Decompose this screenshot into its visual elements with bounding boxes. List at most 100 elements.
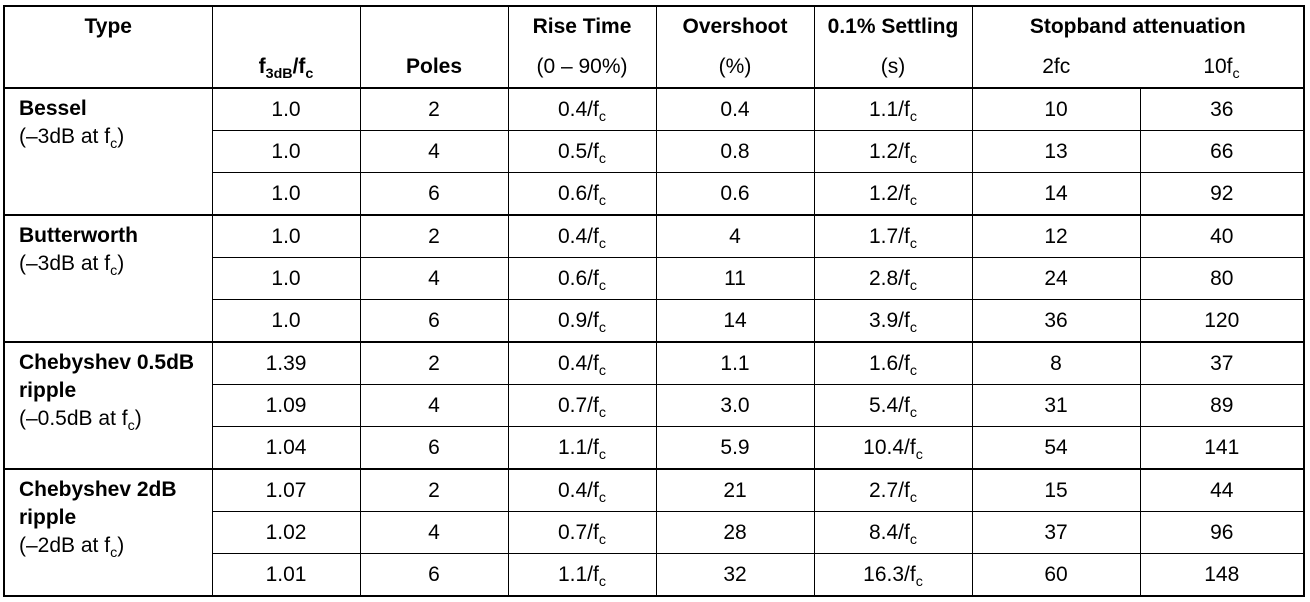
settling-cell: 1.2/fc [813, 130, 973, 173]
attenuation-10fc-cell: 89 [1139, 384, 1305, 427]
table-row: 1.02 4 0.7/fc 28 8.4/fc 37 96 [4, 511, 1305, 554]
poles-cell: 2 [359, 214, 509, 258]
filter-type-condition: (–0.5dB at fc) [19, 407, 142, 434]
header-rise-time: Rise Time [507, 5, 657, 47]
filter-type-name: Bessel [19, 97, 87, 120]
filter-comparison-table: Type Rise Time Overshoot 0.1% Settling S… [3, 5, 1305, 597]
attenuation-2fc-cell: 36 [971, 299, 1141, 343]
poles-cell: 2 [359, 87, 509, 131]
table-row: Chebyshev 2dB ripple (–2dB at fc) 1.07 2 0.4… [3, 468, 1305, 597]
f3db-cell: 1.01 [211, 553, 361, 597]
header-stop-10fc: 10fc [1140, 47, 1305, 89]
header-rise-time-unit: (0 – 90%) [507, 47, 657, 89]
filter-type-cell: Chebyshev 0.5dB ripple (–0.5dB at fc) [3, 341, 213, 470]
settling-cell: 1.6/fc [813, 341, 973, 385]
overshoot-cell: 21 [655, 468, 815, 512]
attenuation-10fc-cell: 120 [1139, 299, 1305, 343]
attenuation-10fc-cell: 148 [1139, 553, 1305, 597]
poles-cell: 2 [359, 341, 509, 385]
attenuation-2fc-cell: 60 [971, 553, 1141, 597]
f3db-cell: 1.0 [211, 299, 361, 343]
attenuation-10fc-cell: 36 [1139, 87, 1305, 131]
overshoot-cell: 3.0 [655, 384, 815, 427]
poles-cell: 6 [359, 299, 509, 343]
header-settling: 0.1% Settling [813, 5, 973, 47]
poles-cell: 4 [359, 130, 509, 173]
header-type-bottom [3, 47, 213, 89]
rise-time-cell: 0.4/fc [507, 468, 657, 512]
table-row: 1.0 4 0.5/fc 0.8 1.2/fc 13 66 [4, 130, 1305, 173]
overshoot-cell: 28 [655, 511, 815, 554]
header-settling-unit: (s) [813, 47, 973, 89]
rise-time-cell: 0.7/fc [507, 384, 657, 427]
f3db-cell: 1.09 [211, 384, 361, 427]
poles-cell: 4 [359, 384, 509, 427]
poles-cell: 6 [359, 553, 509, 597]
overshoot-cell: 1.1 [655, 341, 815, 385]
rise-time-cell: 0.5/fc [507, 130, 657, 173]
filter-type-name: Chebyshev 0.5dB ripple [19, 351, 195, 402]
settling-cell: 1.7/fc [813, 214, 973, 258]
rise-time-cell: 0.9/fc [507, 299, 657, 343]
rise-time-cell: 0.4/fc [507, 341, 657, 385]
attenuation-10fc-cell: 40 [1139, 214, 1305, 258]
attenuation-2fc-cell: 54 [971, 426, 1141, 470]
header-stopband: Stopband attenuation [971, 5, 1305, 47]
rise-time-cell: 1.1/fc [507, 426, 657, 470]
filter-type-cell: Chebyshev 2dB ripple (–2dB at fc) [3, 468, 213, 597]
f3db-cell: 1.0 [211, 87, 361, 131]
settling-cell: 3.9/fc [813, 299, 973, 343]
filter-type-cell: Butterworth (–3dB at fc) [3, 214, 213, 343]
f3db-cell: 1.0 [211, 172, 361, 216]
poles-cell: 6 [359, 172, 509, 216]
overshoot-cell: 5.9 [655, 426, 815, 470]
header-f3db: f3dB/fc [211, 47, 361, 89]
attenuation-2fc-cell: 24 [971, 257, 1141, 300]
f3db-cell: 1.0 [211, 257, 361, 300]
f3db-cell: 1.0 [211, 214, 361, 258]
settling-cell: 1.1/fc [813, 87, 973, 131]
settling-cell: 2.7/fc [813, 468, 973, 512]
poles-cell: 4 [359, 511, 509, 554]
filter-type-condition: (–3dB at fc) [19, 125, 125, 152]
rise-time-cell: 1.1/fc [507, 553, 657, 597]
attenuation-10fc-cell: 141 [1139, 426, 1305, 470]
header-stop-2fc: 2fc [971, 47, 1140, 89]
rise-time-cell: 0.4/fc [507, 87, 657, 131]
attenuation-2fc-cell: 31 [971, 384, 1141, 427]
filter-type-name: Chebyshev 2dB ripple [19, 478, 177, 529]
table-row: Chebyshev 0.5dB ripple (–0.5dB at fc) 1.39… [3, 341, 1305, 470]
settling-cell: 5.4/fc [813, 384, 973, 427]
attenuation-10fc-cell: 80 [1139, 257, 1305, 300]
table-row: 1.0 6 0.9/fc 14 3.9/fc 36 120 [4, 299, 1305, 343]
overshoot-cell: 0.6 [655, 172, 815, 216]
f3db-cell: 1.0 [211, 130, 361, 173]
header-poles: Poles [359, 47, 509, 89]
attenuation-10fc-cell: 66 [1139, 130, 1305, 173]
overshoot-cell: 14 [655, 299, 815, 343]
overshoot-cell: 0.8 [655, 130, 815, 173]
attenuation-10fc-cell: 37 [1139, 341, 1305, 385]
table-row: Bessel (–3dB at fc) 1.0 2 0.4/fc 0.4 1.1/fc 10 3… [3, 87, 1305, 216]
f3db-cell: 1.04 [211, 426, 361, 470]
filter-type-condition: (–2dB at fc) [19, 534, 125, 561]
table-row: 1.0 6 0.6/fc 0.6 1.2/fc 14 92 [4, 172, 1305, 216]
filter-type-condition: (–3dB at fc) [19, 252, 125, 279]
rise-time-cell: 0.6/fc [507, 172, 657, 216]
table-row: 1.01 6 1.1/fc 32 16.3/fc 60 148 [4, 553, 1305, 597]
attenuation-2fc-cell: 13 [971, 130, 1141, 173]
attenuation-2fc-cell: 37 [971, 511, 1141, 554]
rise-time-cell: 0.4/fc [507, 214, 657, 258]
overshoot-cell: 11 [655, 257, 815, 300]
header-f3db-top [211, 5, 361, 47]
table-row: 1.0 4 0.6/fc 11 2.8/fc 24 80 [4, 257, 1305, 300]
settling-cell: 8.4/fc [813, 511, 973, 554]
attenuation-10fc-cell: 92 [1139, 172, 1305, 216]
attenuation-2fc-cell: 12 [971, 214, 1141, 258]
attenuation-2fc-cell: 8 [971, 341, 1141, 385]
f3db-cell: 1.02 [211, 511, 361, 554]
header-overshoot: Overshoot [655, 5, 815, 47]
settling-cell: 10.4/fc [813, 426, 973, 470]
header-row-bottom: f3dB/fc Poles (0 – 90%) (%) (s) 2fc 10fc [3, 47, 1305, 89]
attenuation-10fc-cell: 96 [1139, 511, 1305, 554]
